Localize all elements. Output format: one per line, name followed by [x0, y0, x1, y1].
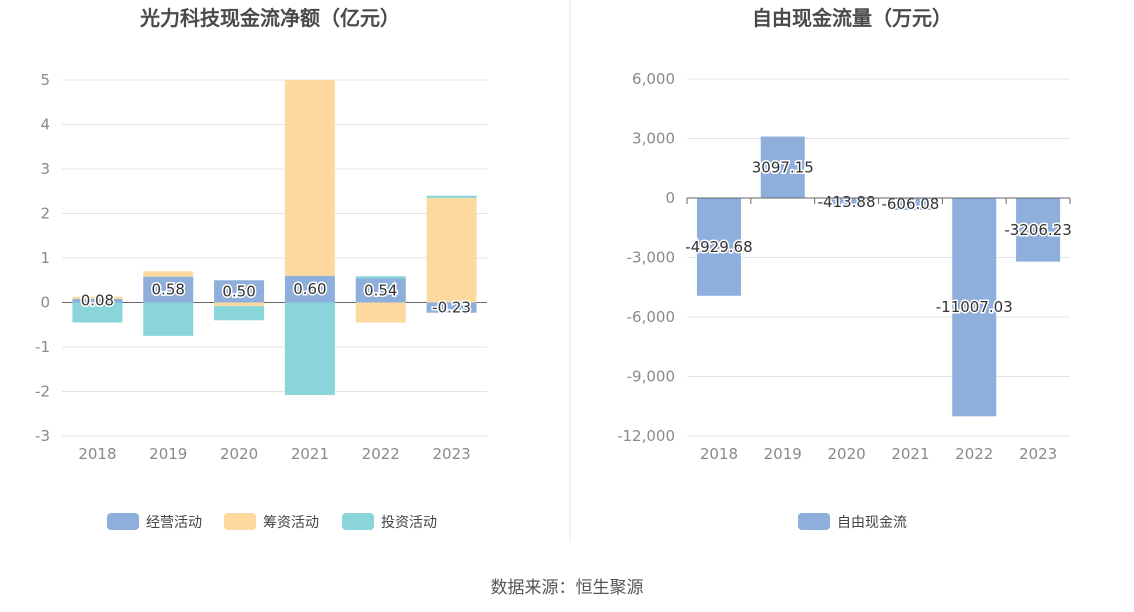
bar: [696, 198, 741, 296]
legend-label: 投资活动: [381, 515, 437, 531]
bar-segment: [355, 276, 406, 279]
x-tick-label: 2021: [291, 445, 329, 463]
y-tick-label: 0: [665, 189, 675, 207]
y-tick-label: -1: [35, 338, 50, 356]
chart-title: 光力科技现金流净额（亿元）: [139, 6, 400, 30]
legend-swatch: [798, 513, 830, 530]
chart-title: 自由现金流量（万元）: [752, 6, 952, 30]
bar-segment: [72, 302, 123, 323]
bar-segment: [214, 280, 265, 303]
data-label: 0.60: [293, 280, 326, 298]
y-tick-label: -9,000: [627, 368, 675, 386]
y-tick-label: 2: [40, 205, 50, 223]
x-tick-label: 2023: [1019, 445, 1057, 463]
data-label: 3097.15: [752, 158, 814, 176]
data-label: 0.54: [364, 281, 397, 299]
bar: [760, 136, 805, 198]
bar-segment: [72, 298, 123, 303]
legend: 自由现金流: [798, 513, 907, 531]
bar-segment: [355, 302, 406, 323]
y-tick-label: -6,000: [627, 308, 675, 326]
bar-segment: [284, 302, 335, 396]
x-tick-label: 2018: [700, 445, 738, 463]
legend-swatch: [342, 513, 374, 530]
y-tick-label: -2: [35, 383, 50, 401]
y-tick-label: 6,000: [632, 70, 675, 88]
x-tick-label: 2018: [78, 445, 116, 463]
y-tick-label: 3,000: [632, 130, 675, 148]
data-source-note: 数据来源：恒生聚源: [491, 578, 644, 598]
legend-label: 经营活动: [146, 515, 202, 531]
x-tick-label: 2020: [827, 445, 865, 463]
bar: [1016, 198, 1061, 262]
y-tick-label: 4: [40, 116, 50, 134]
legend-swatch: [224, 513, 256, 530]
x-tick-label: 2022: [362, 445, 400, 463]
bar-segment: [214, 306, 265, 321]
bar: [824, 198, 869, 207]
bar-segment: [426, 197, 477, 303]
x-tick-label: 2021: [891, 445, 929, 463]
data-label: -413.88: [818, 193, 876, 211]
data-label: 0.58: [152, 281, 185, 299]
legend: 经营活动 筹资活动 投资活动: [107, 513, 437, 531]
bar-segment: [214, 302, 265, 307]
bar-segment: [426, 195, 477, 198]
legend-label: 自由现金流: [837, 515, 907, 531]
bar: [952, 198, 997, 417]
bar-segment: [426, 302, 477, 313]
bar-segment: [143, 302, 194, 336]
x-tick-label: 2019: [149, 445, 187, 463]
y-tick-label: -3: [35, 427, 50, 445]
data-label: 0.50: [222, 282, 255, 300]
legend-swatch: [107, 513, 139, 530]
bar-segment: [143, 276, 194, 303]
y-tick-label: 5: [40, 71, 50, 89]
bar-segment: [284, 275, 335, 303]
bar: [888, 198, 933, 211]
y-tick-label: -12,000: [617, 427, 675, 445]
y-tick-label: -3,000: [627, 249, 675, 267]
bar-segment: [355, 278, 406, 303]
x-tick-label: 2023: [432, 445, 470, 463]
data-label: -11007.03: [936, 298, 1013, 316]
x-tick-label: 2020: [220, 445, 258, 463]
x-tick-label: 2022: [955, 445, 993, 463]
bar-segment: [143, 271, 194, 277]
y-tick-label: 3: [40, 160, 50, 178]
y-tick-label: 1: [40, 249, 50, 267]
data-label: -0.23: [432, 299, 471, 317]
x-tick-label: 2019: [764, 445, 802, 463]
y-tick-label: 0: [40, 294, 50, 312]
data-label: -606.08: [881, 195, 939, 213]
data-label: 0.08: [81, 292, 114, 310]
cash-flow-net-chart: 光力科技现金流净额（亿元） 5 4 3 2 1 0 -1 -2 -3 0.08 0.58 0.50 0…: [35, 6, 487, 531]
free-cash-flow-chart: 自由现金流量（万元） 6,000 3,000 0 -3,000 -6,000 -9,000…: [617, 6, 1073, 531]
bar-segment: [284, 80, 335, 276]
data-label: -3206.23: [1004, 221, 1071, 239]
data-label: -4929.68: [685, 238, 752, 256]
bar-segment: [72, 296, 123, 299]
legend-label: 筹资活动: [263, 514, 319, 531]
